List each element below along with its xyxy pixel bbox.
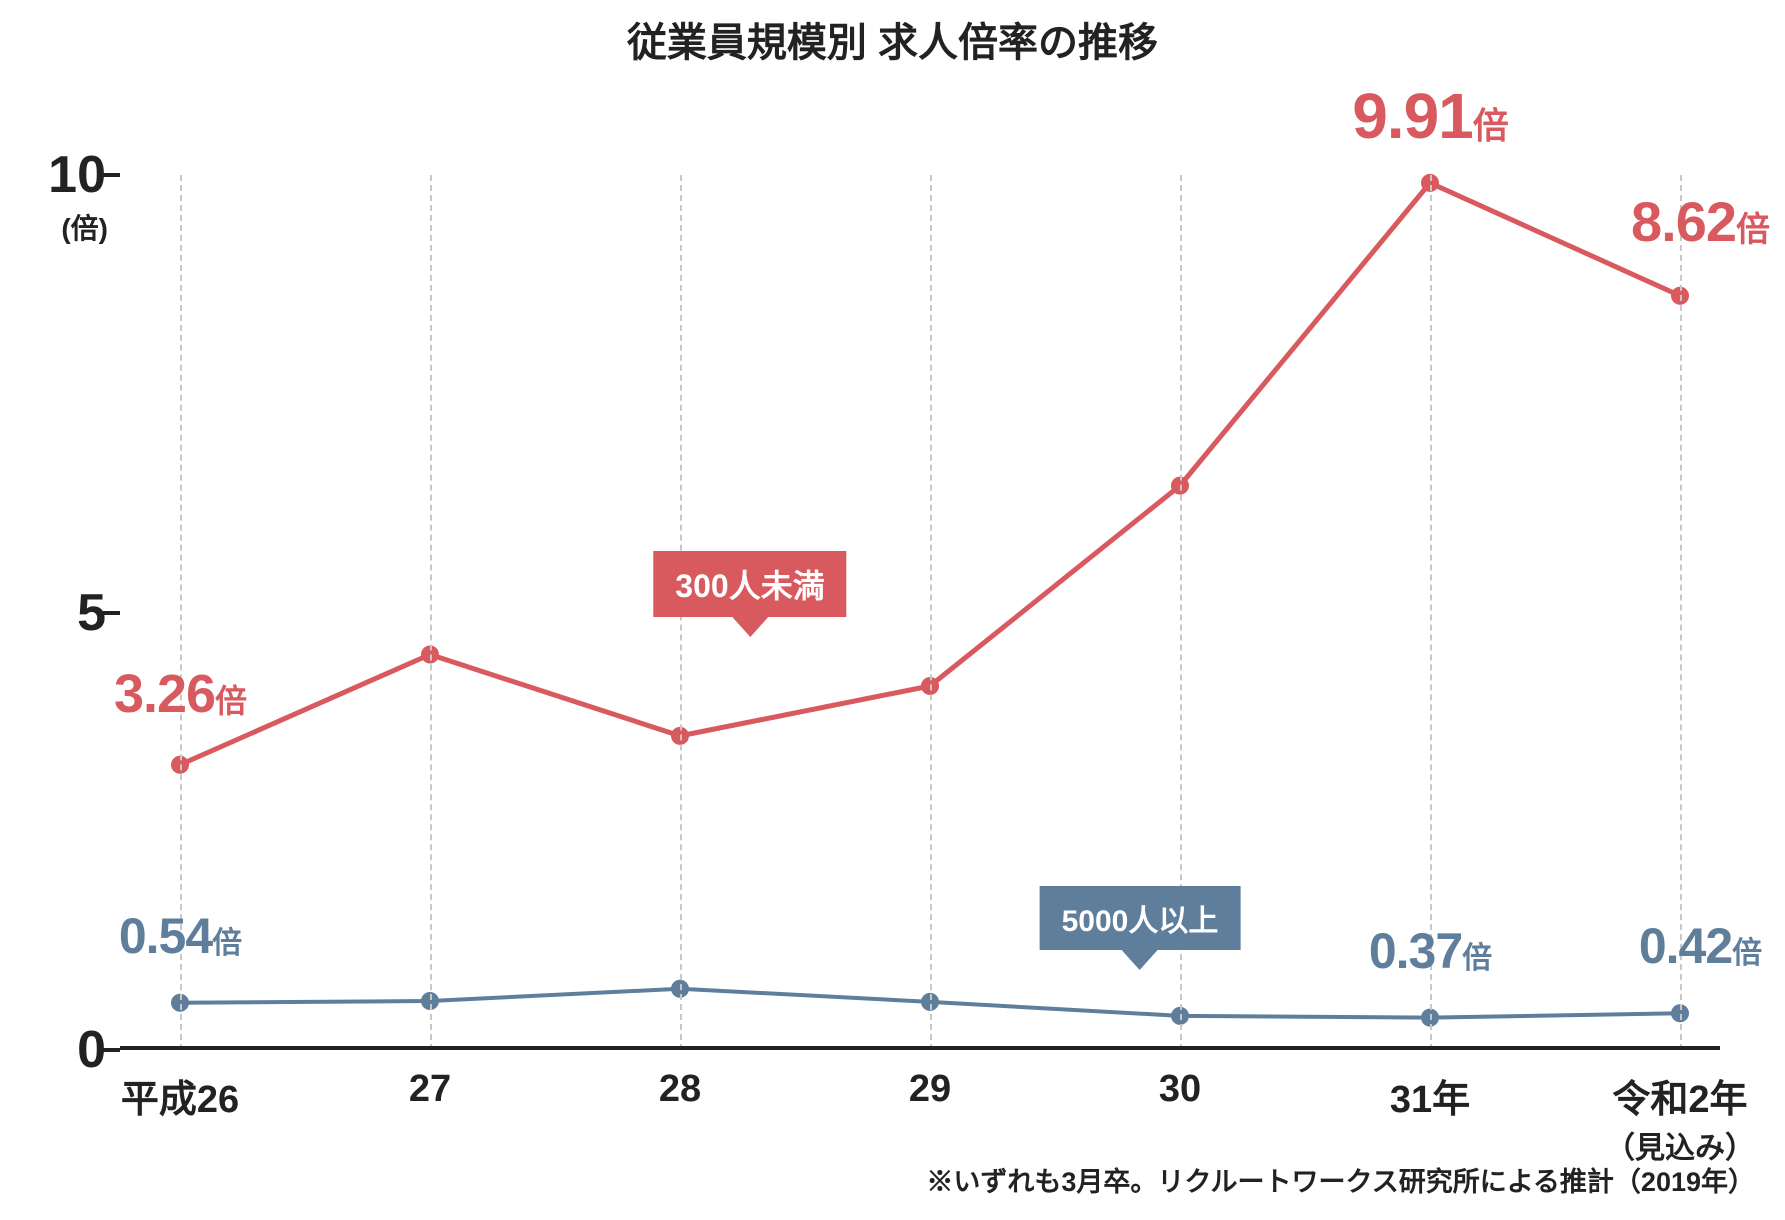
x-axis-label: 29 bbox=[909, 1050, 951, 1111]
chart-footnote: ※いずれも3月卒。リクルートワークス研究所による推計（2019年） bbox=[926, 1160, 1755, 1199]
value-label: 0.54倍 bbox=[119, 907, 241, 965]
value-label: 9.91倍 bbox=[1352, 79, 1508, 153]
x-axis-label: 28 bbox=[659, 1050, 701, 1111]
x-axis-label: 31年 bbox=[1390, 1050, 1470, 1123]
x-axis-label: 平成26 bbox=[121, 1050, 239, 1123]
x-axis bbox=[120, 1046, 1720, 1050]
value-label: 3.26倍 bbox=[114, 663, 246, 725]
gridline bbox=[1430, 175, 1432, 1050]
plot-area: 平成262728293031年令和2年（見込み）0510(倍)3.26倍9.91… bbox=[120, 175, 1720, 1050]
chart-title: 従業員規模別 求人倍率の推移 bbox=[0, 10, 1785, 68]
y-axis-tick bbox=[100, 611, 120, 615]
x-axis-label: 30 bbox=[1159, 1050, 1201, 1111]
y-axis-tick bbox=[100, 173, 120, 177]
x-axis-label: 27 bbox=[409, 1050, 451, 1111]
chart-lines bbox=[120, 175, 1720, 1050]
value-label: 0.42倍 bbox=[1639, 917, 1761, 975]
x-axis-label: 令和2年（見込み） bbox=[1605, 1050, 1755, 1167]
gridline bbox=[930, 175, 932, 1050]
gridline bbox=[430, 175, 432, 1050]
y-axis-tick bbox=[100, 1048, 120, 1052]
series-callout: 5000人以上 bbox=[1040, 886, 1241, 950]
value-label: 0.37倍 bbox=[1369, 922, 1491, 980]
value-label: 8.62倍 bbox=[1631, 189, 1769, 254]
chart-area: 平成262728293031年令和2年（見込み）0510(倍)3.26倍9.91… bbox=[120, 175, 1720, 1050]
y-axis-unit: (倍) bbox=[61, 207, 108, 247]
series-callout: 300人未満 bbox=[653, 551, 846, 617]
